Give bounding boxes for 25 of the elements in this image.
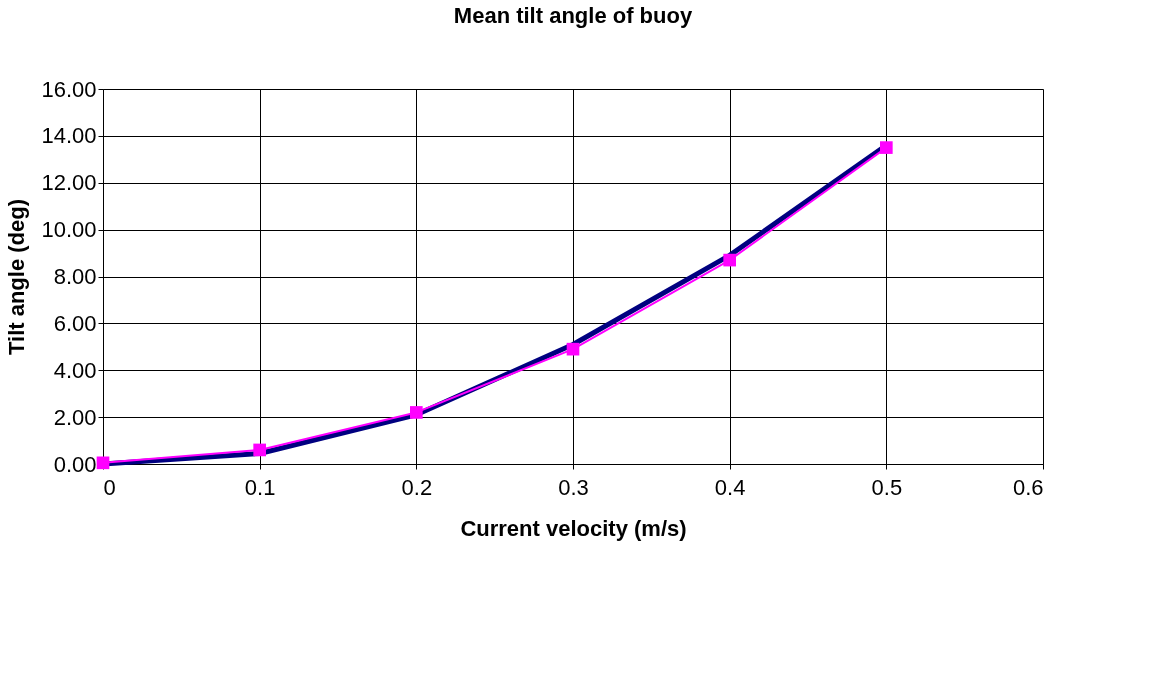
- x-tick-label: 0.4: [714, 474, 746, 500]
- chart-title: Mean tilt angle of buoy: [453, 3, 693, 28]
- x-tick-label: 0.1: [244, 474, 276, 500]
- point: [410, 406, 423, 419]
- x-tick-label: 0.3: [558, 474, 589, 500]
- y-tick-label: 16.00: [41, 76, 97, 102]
- x-tick-label: 0.6: [1012, 474, 1044, 500]
- point: [96, 456, 110, 470]
- x-tick-label: 0.2: [401, 474, 433, 500]
- x-tick-label: 0: [103, 474, 116, 500]
- y-tick-label: 4.00: [53, 357, 97, 383]
- point: [723, 253, 736, 267]
- y-tick-label: 0.00: [53, 451, 97, 477]
- x-tick-label: 0.5: [871, 474, 903, 500]
- x-axis-title: Current velocity (m/s): [460, 515, 687, 541]
- y-tick-label: 6.00: [53, 310, 97, 336]
- y-tick-label: 14.00: [41, 123, 97, 149]
- y-axis-title: Tilt angle (deg): [4, 198, 30, 356]
- point: [880, 141, 893, 154]
- y-tick-label: 2.00: [53, 404, 97, 430]
- y-tick-label: 8.00: [53, 264, 97, 289]
- point: [253, 443, 266, 457]
- y-tick-label: 12.00: [41, 170, 97, 196]
- y-tick-label: 10.00: [41, 217, 97, 243]
- point: [566, 342, 580, 356]
